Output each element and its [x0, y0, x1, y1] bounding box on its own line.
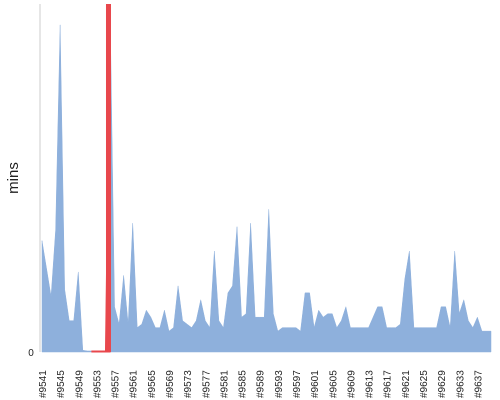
x-tick-label: #9601 — [310, 370, 321, 398]
y-axis-title: mins — [5, 162, 22, 194]
x-tick-label: #9577 — [201, 370, 212, 398]
x-tick-label: #9589 — [256, 370, 267, 398]
x-tick-label: #9557 — [111, 370, 122, 398]
x-tick-label: #9605 — [328, 370, 339, 398]
x-tick-label: #9581 — [219, 370, 230, 398]
plot-area — [41, 3, 492, 353]
x-tick-label: #9565 — [147, 370, 158, 398]
x-tick-label: #9613 — [365, 370, 376, 398]
x-tick-label: #9609 — [346, 370, 357, 398]
y-axis: 0 — [28, 348, 34, 359]
x-tick-label: #9597 — [292, 370, 303, 398]
x-axis: #9541 #9545 #9549 #9553 #9557 #9561 #9565 #9569… — [38, 370, 484, 398]
x-tick-label: #9625 — [419, 370, 430, 398]
x-tick-label: #9573 — [183, 370, 194, 398]
x-tick-label: #9549 — [74, 370, 85, 398]
x-tick-label: #9541 — [38, 370, 49, 398]
y-tick-label: 0 — [28, 348, 34, 359]
x-tick-label: #9593 — [274, 370, 285, 398]
x-tick-label: #9545 — [56, 370, 67, 398]
area-series — [41, 3, 492, 353]
x-tick-label: #9633 — [455, 370, 466, 398]
x-tick-label: #9553 — [92, 370, 103, 398]
x-tick-label: #9561 — [129, 370, 140, 398]
x-tick-label: #9637 — [473, 370, 484, 398]
x-tick-label: #9629 — [437, 370, 448, 398]
x-tick-label: #9569 — [165, 370, 176, 398]
highlight-band — [105, 4, 111, 352]
x-tick-label: #9585 — [238, 370, 249, 398]
x-tick-label: #9621 — [401, 370, 412, 398]
x-tick-label: #9617 — [383, 370, 394, 398]
